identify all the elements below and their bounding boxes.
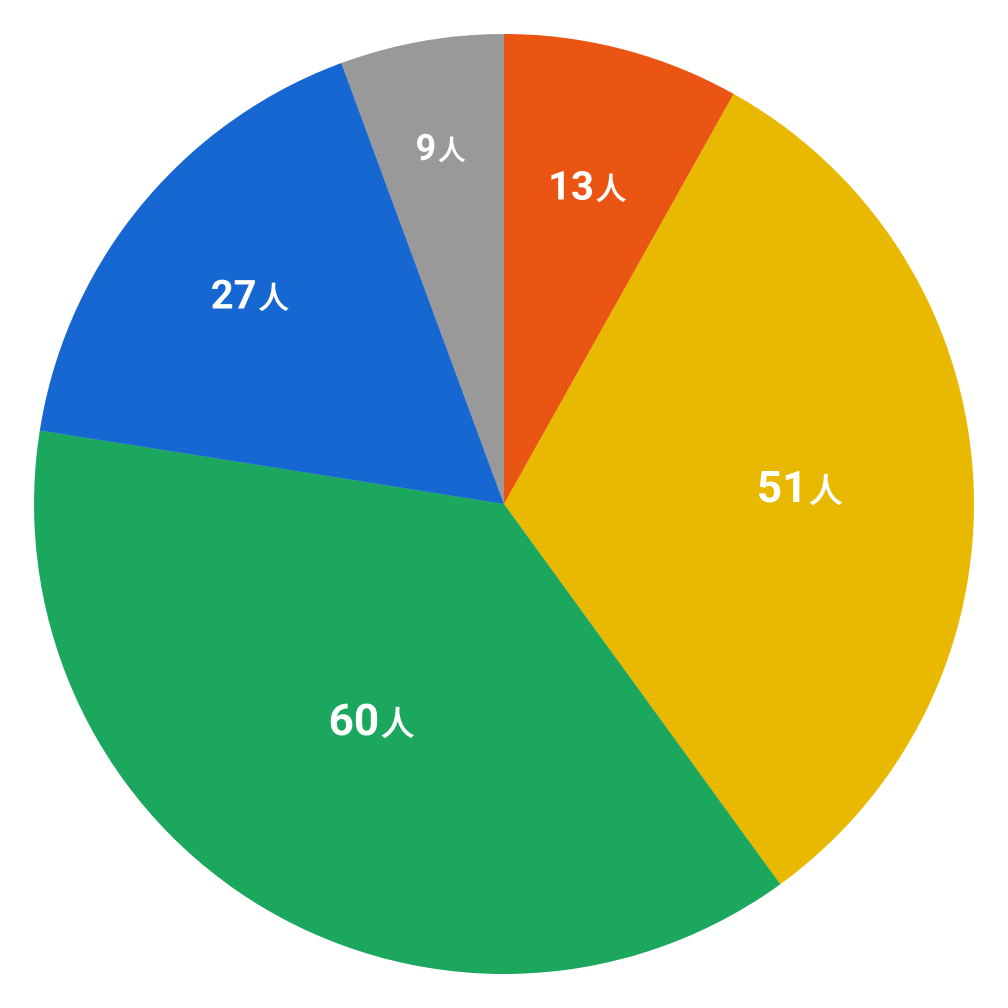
slice-value: 9 [416, 127, 437, 169]
slice-suffix: 人 [259, 282, 289, 317]
slice-label: 9人 [416, 127, 466, 169]
slice-label: 60人 [329, 694, 415, 746]
slice-label: 13人 [548, 162, 626, 209]
slice-value: 27 [211, 272, 257, 319]
slice-value: 13 [548, 162, 594, 209]
pie-chart: 13人51人60人27人9人 [0, 0, 1008, 1008]
slice-value: 51 [757, 461, 808, 513]
slice-suffix: 人 [438, 135, 465, 167]
slice-suffix: 人 [381, 705, 414, 744]
pie-svg [0, 0, 1008, 1008]
slice-label: 27人 [211, 272, 289, 319]
slice-label: 51人 [757, 461, 843, 513]
slice-suffix: 人 [809, 472, 842, 511]
slice-value: 60 [329, 694, 380, 746]
slice-suffix: 人 [596, 172, 626, 207]
